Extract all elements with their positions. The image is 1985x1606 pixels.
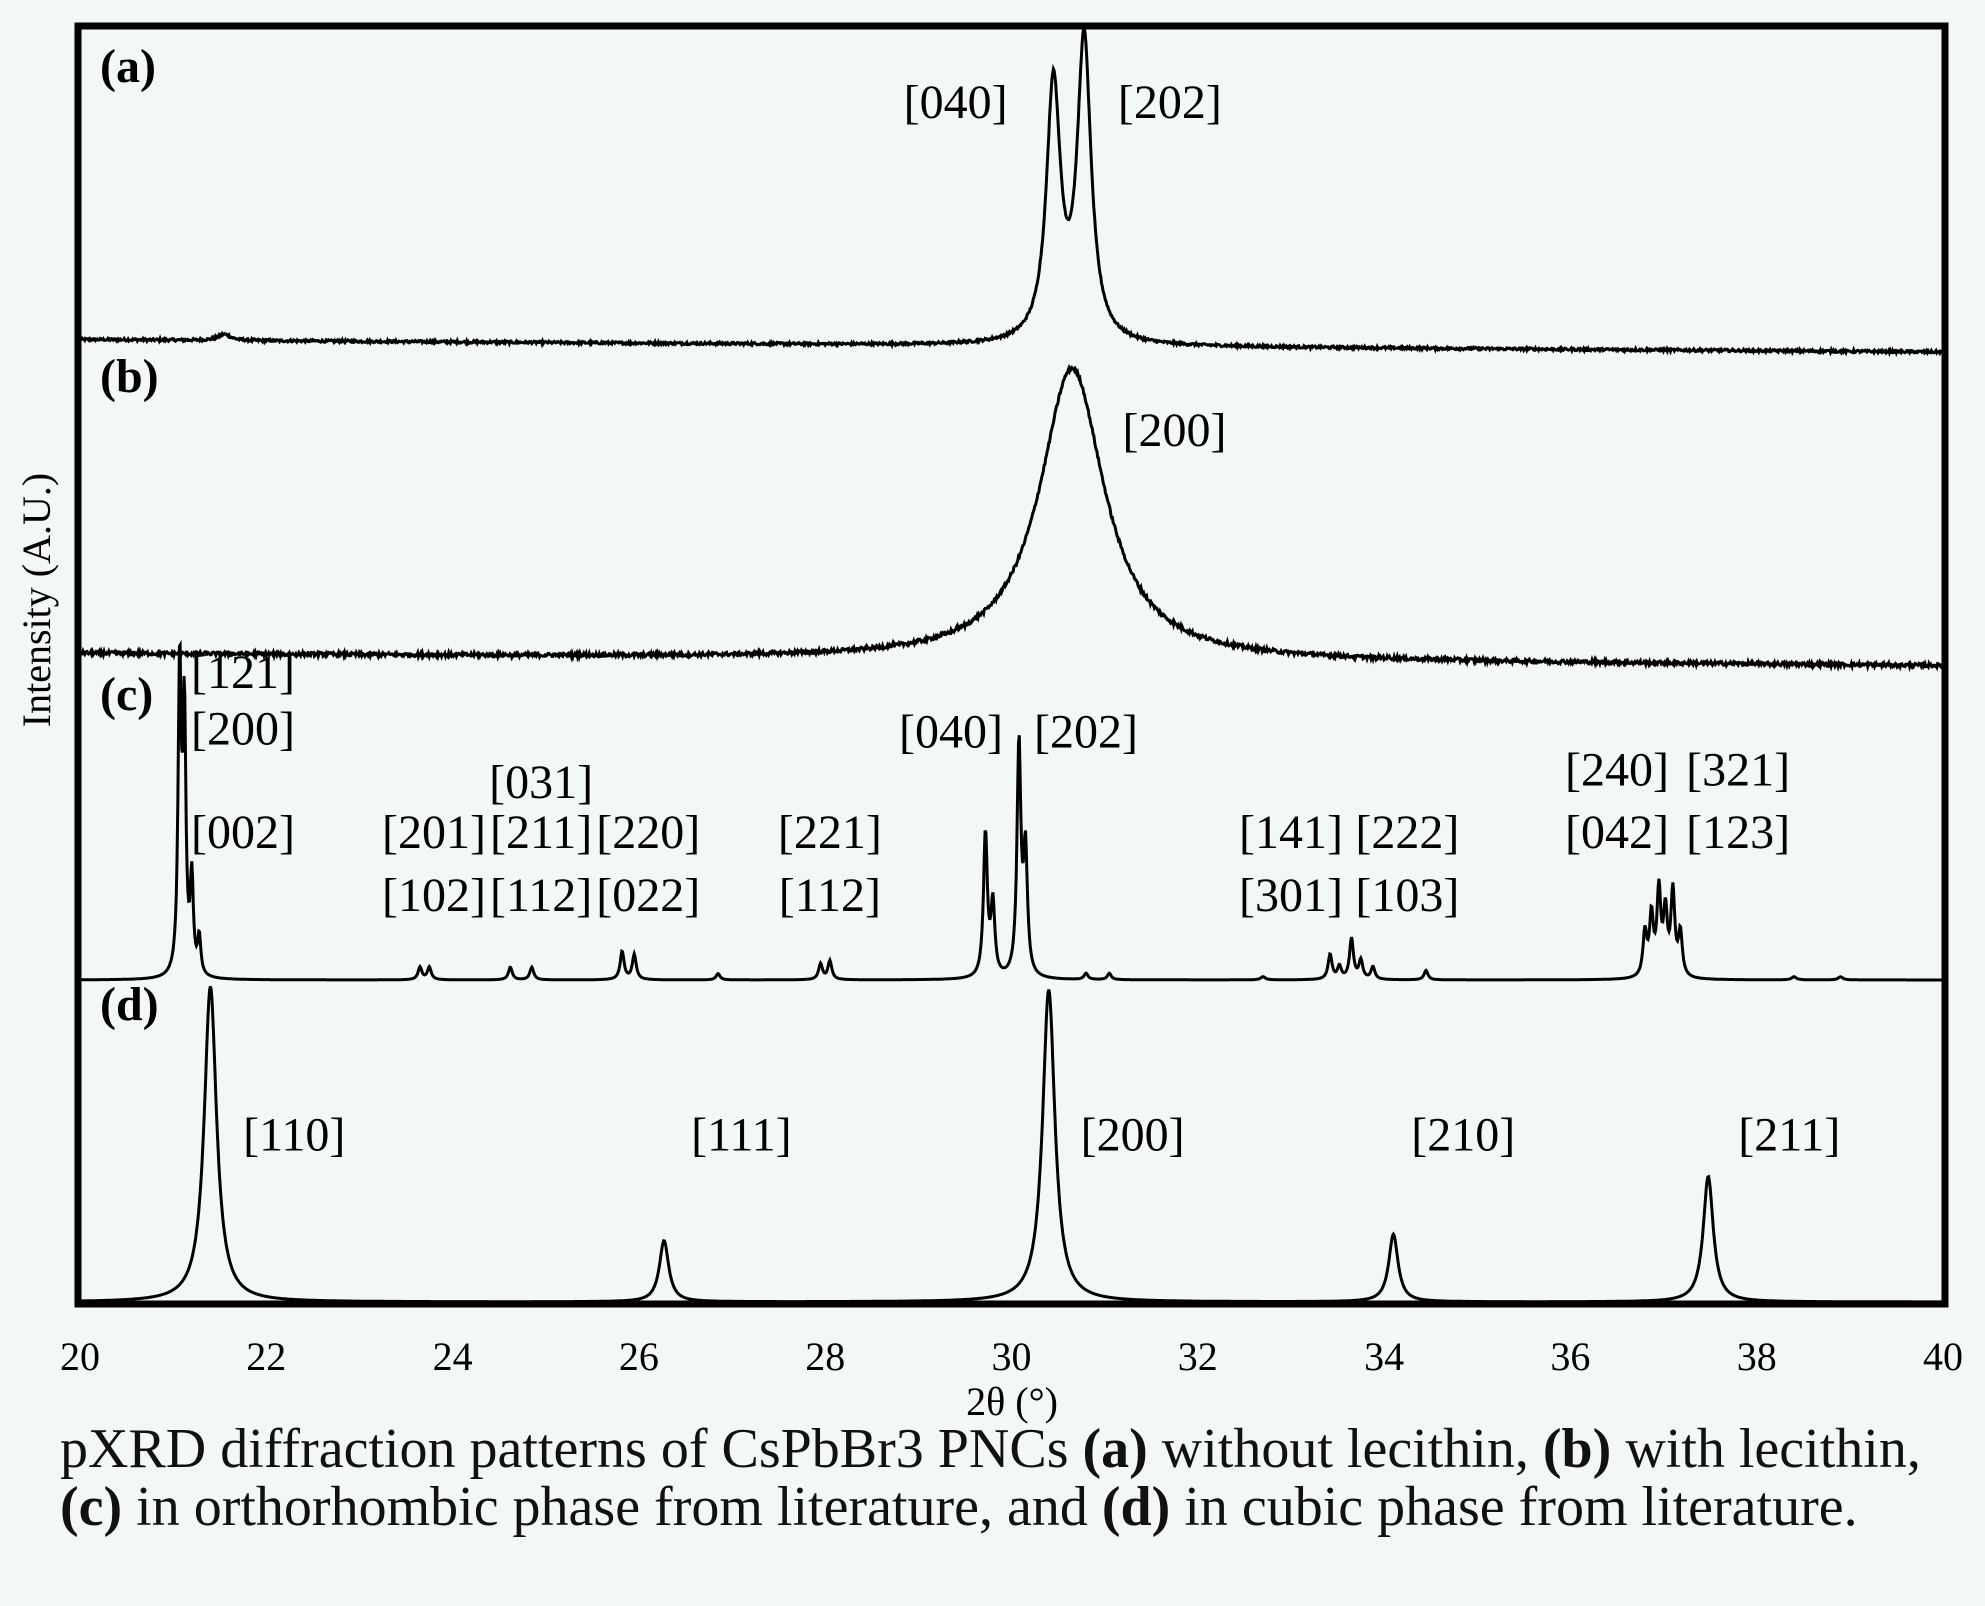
trace-b (79, 363, 1945, 673)
peak-label: [202] (1118, 76, 1222, 129)
caption-text: without lecithin, (1147, 1418, 1543, 1480)
caption-text: with lecithin, (1611, 1418, 1921, 1480)
peak-label: [200] (1081, 1109, 1185, 1162)
caption-text: in orthorhombic phase from literature, a… (122, 1476, 1102, 1538)
panel-label-d: (d) (100, 978, 159, 1031)
caption-text: in cubic phase from literature. (1170, 1476, 1858, 1538)
trace-layer (78, 24, 1945, 1304)
x-tick-label: 22 (246, 1334, 286, 1379)
trace-d (80, 986, 1943, 1304)
panel-label-c: (c) (100, 668, 153, 721)
trace-c (80, 639, 1943, 982)
panel-label-b: (b) (100, 350, 159, 403)
panel-label-a: (a) (100, 40, 156, 93)
peak-label: [222] (1355, 806, 1459, 859)
caption-label-a: (a) (1082, 1418, 1148, 1480)
peak-label: [202] (1034, 706, 1138, 759)
x-tick-label: 40 (1923, 1334, 1963, 1379)
plot-frame (74, 22, 1949, 1308)
y-axis-label: Intensity (A.U.) (14, 473, 59, 727)
peak-label: [111] (691, 1109, 791, 1162)
panel-label-layer: (a) (b) (c) (d) (100, 40, 159, 1031)
peak-label: [200] (191, 703, 295, 756)
peak-label: [002] (191, 806, 295, 859)
x-tick-label: 20 (60, 1334, 100, 1379)
x-tick-label: 28 (805, 1334, 845, 1379)
x-axis-label: 2θ (°) (966, 1379, 1058, 1424)
peak-label: [141] (1239, 806, 1343, 859)
peak-label: [220] (596, 806, 700, 859)
annotation-layer: [040] [202][200][121][200][002][031][201]… (191, 76, 1840, 1162)
peak-label: [112] (779, 869, 881, 922)
x-tick-label: 36 (1550, 1334, 1590, 1379)
peak-label: [112] (490, 869, 592, 922)
figure-caption: pXRD diffraction patterns of CsPbBr3 PNC… (60, 1420, 1960, 1536)
caption-label-b: (b) (1542, 1418, 1612, 1480)
x-tick-label: 32 (1178, 1334, 1218, 1379)
peak-label: [211] (490, 806, 592, 859)
peak-label: [031] (489, 756, 593, 809)
peak-label: [200] (1123, 404, 1227, 457)
peak-label: [110] (243, 1109, 345, 1162)
peak-label: [040] (899, 706, 1003, 759)
peak-label: [221] (778, 806, 882, 859)
x-tick-label: 34 (1364, 1334, 1404, 1379)
caption-text: pXRD diffraction patterns of CsPbBr3 PNC… (60, 1418, 1083, 1480)
peak-label: [042] (1565, 806, 1669, 859)
peak-label: [210] (1411, 1109, 1515, 1162)
peak-label: [102] (382, 869, 486, 922)
x-tick-label: 30 (992, 1334, 1032, 1379)
peak-label: [211] (1738, 1109, 1840, 1162)
caption-label-d: (d) (1101, 1476, 1171, 1538)
trace-a (78, 24, 1944, 358)
x-tick-label: 24 (433, 1334, 473, 1379)
peak-label: [022] (596, 869, 700, 922)
peak-label: [103] (1355, 869, 1459, 922)
peak-label: [301] (1239, 869, 1343, 922)
x-tick-label: 38 (1737, 1334, 1777, 1379)
caption-label-c: (c) (60, 1476, 123, 1538)
x-tick-labels: 20 22 24 26 28 30 32 34 36 38 40 (60, 1334, 1963, 1379)
peak-label: [121] (191, 646, 295, 699)
peak-label: [123] (1686, 806, 1790, 859)
peak-label: [040] (904, 76, 1008, 129)
x-tick-label: 26 (619, 1334, 659, 1379)
peak-label: [201] (382, 806, 486, 859)
peak-label: [321] (1686, 743, 1790, 796)
peak-label: [240] (1565, 743, 1669, 796)
